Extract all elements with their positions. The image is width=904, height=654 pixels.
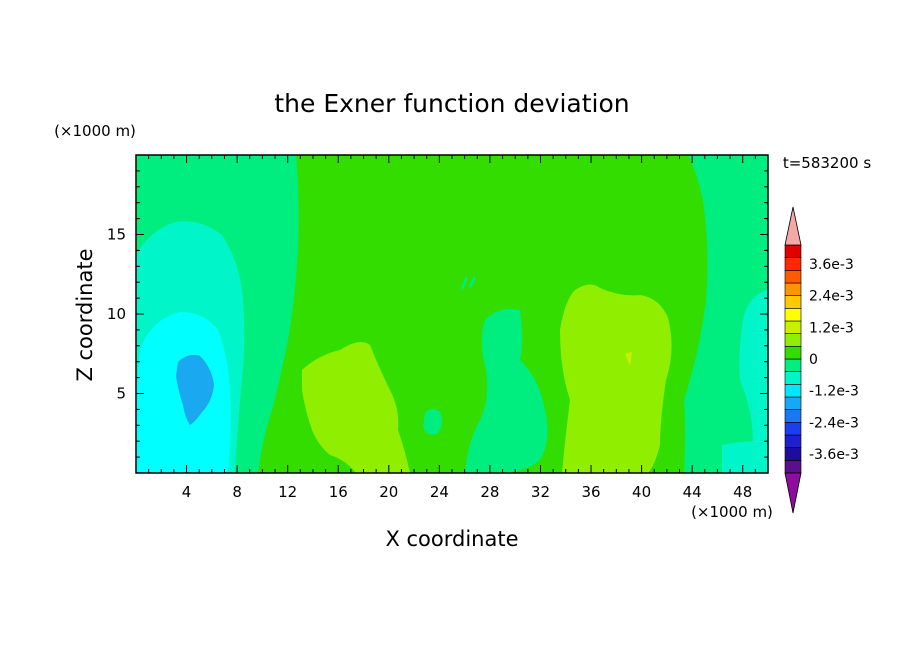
colorbar-label: 3.6e-3 [809,257,854,273]
colorbar-under-arrow [784,472,802,514]
colorbar-label: 1.2e-3 [809,320,854,336]
colorbar-swatch [784,320,802,334]
x-tick-label: 48 [733,483,752,501]
z-tick-label: 10 [107,305,126,323]
z-tick-label: 15 [107,226,126,244]
colorbar-swatch [784,295,802,309]
region-small-lines [461,276,476,290]
x-tick-label: 28 [480,483,499,501]
colorbar-label: -2.4e-3 [809,415,859,431]
region-right-plume [739,290,768,450]
colorbar-swatch [784,282,802,296]
chart-title: the Exner function deviation [274,89,629,118]
colorbar-over-arrow [784,206,802,246]
colorbar-swatch [784,371,802,385]
x-tick-label: 36 [581,483,600,501]
colorbar: -3.6e-3 -2.4e-3 -1.2e-3 0 1.2e-3 2.4e-3 3.6e-3 [784,206,859,514]
colorbar-swatch [784,422,802,436]
z-unit-label: (×1000 m) [54,122,136,140]
x-tick-label: 32 [531,483,550,501]
x-tick-label: 16 [329,483,348,501]
y-axis-label: Z coordinate [73,248,97,381]
colorbar-swatch [784,257,802,271]
colorbar-swatch [784,346,802,360]
colorbar-swatch [784,409,802,423]
contour-fill [136,155,768,473]
region-positive-right [560,284,672,473]
x-tick-label: 8 [232,483,242,501]
x-tick-label: 40 [632,483,651,501]
colorbar-swatch [784,384,802,398]
x-tick-label: 4 [182,483,192,501]
time-label: t=583200 s [783,154,871,172]
colorbar-label: -1.2e-3 [809,384,859,400]
region-small-mark [625,352,632,366]
colorbar-swatch [784,447,802,461]
x-unit-label: (×1000 m) [691,503,773,521]
colorbar-swatch [784,358,802,372]
x-tick-label: 20 [379,483,398,501]
region-mid-blob [465,308,548,473]
x-tick-label: 44 [683,483,702,501]
colorbar-swatch [784,270,802,284]
x-axis-label: X coordinate [385,527,518,551]
region-tiny-blob [423,408,442,435]
colorbar-label: 0 [809,352,818,368]
x-tick-label: 12 [278,483,297,501]
region-minimum [176,354,214,425]
region-positive-left [302,341,410,473]
colorbar-swatch [784,244,802,258]
x-tick-label: 24 [430,483,449,501]
z-tick-label: 5 [116,385,126,403]
colorbar-swatch [784,333,802,347]
colorbar-swatch [784,434,802,448]
colorbar-swatch [784,460,802,474]
colorbar-label: 2.4e-3 [809,289,854,305]
colorbar-label: -3.6e-3 [809,447,859,463]
colorbar-swatch [784,308,802,322]
colorbar-swatch [784,396,802,410]
region-right-bottom [722,441,768,473]
